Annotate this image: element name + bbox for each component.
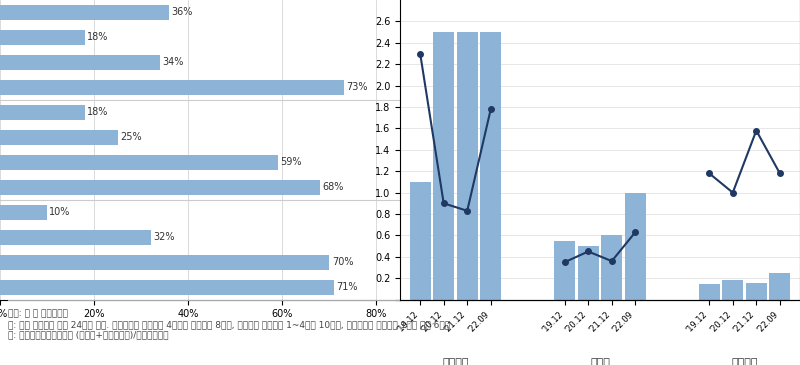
Text: 대형사: 대형사: [590, 358, 610, 365]
Text: 36%: 36%: [172, 8, 193, 18]
Bar: [554, 241, 575, 300]
Bar: [0, 255, 330, 270]
Text: 자료: 각 사 업무보고서
주: 당사 유효등급 보유 24개사 기준. 초대형사는 자기자본 4조원을 상회하는 8개사, 대형사는 자기자본 1~4조원 1: 자료: 각 사 업무보고서 주: 당사 유효등급 보유 24개사 기준. 초대형…: [8, 310, 450, 339]
Text: 59%: 59%: [280, 157, 302, 167]
Bar: [0, 55, 160, 70]
Bar: [0, 280, 334, 295]
Bar: [0, 155, 278, 170]
Bar: [746, 283, 767, 300]
Text: 25%: 25%: [120, 132, 142, 142]
Bar: [0, 105, 85, 120]
Text: 68%: 68%: [322, 182, 344, 192]
Bar: [601, 235, 622, 300]
Bar: [0, 180, 320, 195]
Bar: [0, 30, 85, 45]
Bar: [625, 193, 646, 300]
Bar: [0, 80, 343, 95]
Text: 18%: 18%: [87, 32, 109, 42]
Text: 70%: 70%: [332, 257, 354, 267]
Bar: [698, 284, 720, 300]
Text: 34%: 34%: [162, 57, 184, 68]
Text: 71%: 71%: [337, 282, 358, 292]
Bar: [0, 230, 150, 245]
Bar: [0, 205, 47, 220]
Bar: [0, 130, 118, 145]
Text: 32%: 32%: [153, 232, 174, 242]
Text: 73%: 73%: [346, 82, 367, 92]
Bar: [578, 246, 599, 300]
Bar: [722, 280, 743, 300]
Bar: [0, 5, 170, 20]
Bar: [770, 273, 790, 300]
Bar: [480, 32, 502, 300]
Bar: [433, 32, 454, 300]
Text: 10%: 10%: [50, 207, 70, 217]
Bar: [457, 32, 478, 300]
Text: 중소형사: 중소형사: [731, 358, 758, 365]
Text: 18%: 18%: [87, 107, 109, 118]
Bar: [410, 182, 430, 300]
Text: 초대형사: 초대형사: [442, 358, 469, 365]
